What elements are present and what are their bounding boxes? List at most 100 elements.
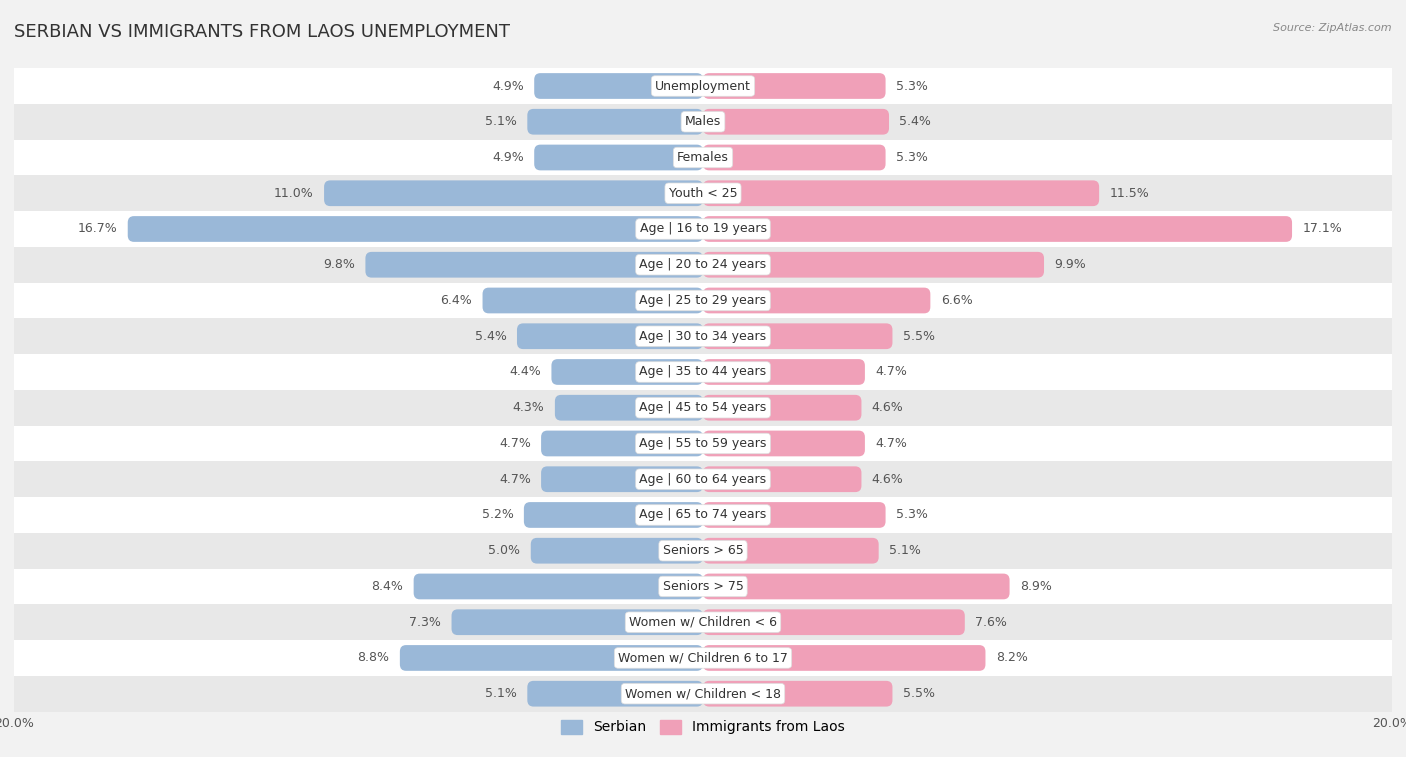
FancyBboxPatch shape [366, 252, 703, 278]
Text: 9.8%: 9.8% [323, 258, 356, 271]
FancyBboxPatch shape [482, 288, 703, 313]
Bar [14, 461, 1392, 497]
Text: 4.4%: 4.4% [509, 366, 541, 378]
FancyBboxPatch shape [703, 574, 1010, 600]
Text: Age | 60 to 64 years: Age | 60 to 64 years [640, 472, 766, 486]
Text: Age | 30 to 34 years: Age | 30 to 34 years [640, 330, 766, 343]
FancyBboxPatch shape [703, 180, 1099, 206]
FancyBboxPatch shape [534, 145, 703, 170]
Bar [14, 497, 1392, 533]
FancyBboxPatch shape [703, 681, 893, 706]
FancyBboxPatch shape [703, 359, 865, 385]
Text: 4.3%: 4.3% [513, 401, 544, 414]
Text: 11.5%: 11.5% [1109, 187, 1149, 200]
Text: 7.3%: 7.3% [409, 615, 441, 629]
Text: Age | 55 to 59 years: Age | 55 to 59 years [640, 437, 766, 450]
Text: Women w/ Children < 18: Women w/ Children < 18 [626, 687, 780, 700]
Text: Women w/ Children < 6: Women w/ Children < 6 [628, 615, 778, 629]
Bar [14, 390, 1392, 425]
FancyBboxPatch shape [703, 109, 889, 135]
Bar [14, 139, 1392, 176]
Text: 8.9%: 8.9% [1019, 580, 1052, 593]
FancyBboxPatch shape [703, 431, 865, 456]
FancyBboxPatch shape [703, 323, 893, 349]
Text: Age | 16 to 19 years: Age | 16 to 19 years [640, 223, 766, 235]
FancyBboxPatch shape [703, 288, 931, 313]
Text: 8.8%: 8.8% [357, 652, 389, 665]
Text: 4.6%: 4.6% [872, 401, 904, 414]
FancyBboxPatch shape [703, 217, 1292, 242]
Text: 5.4%: 5.4% [475, 330, 506, 343]
Text: 4.7%: 4.7% [499, 437, 531, 450]
Bar [14, 354, 1392, 390]
Text: Males: Males [685, 115, 721, 128]
Text: Youth < 25: Youth < 25 [669, 187, 737, 200]
FancyBboxPatch shape [517, 323, 703, 349]
Text: Age | 25 to 29 years: Age | 25 to 29 years [640, 294, 766, 307]
Bar [14, 247, 1392, 282]
FancyBboxPatch shape [541, 466, 703, 492]
Bar [14, 604, 1392, 640]
Bar [14, 640, 1392, 676]
Bar [14, 425, 1392, 461]
Text: 11.0%: 11.0% [274, 187, 314, 200]
Text: 5.4%: 5.4% [900, 115, 931, 128]
Bar [14, 68, 1392, 104]
Text: Unemployment: Unemployment [655, 79, 751, 92]
Text: 5.3%: 5.3% [896, 509, 928, 522]
FancyBboxPatch shape [703, 502, 886, 528]
Bar [14, 104, 1392, 139]
FancyBboxPatch shape [399, 645, 703, 671]
Text: 8.2%: 8.2% [995, 652, 1028, 665]
Bar [14, 569, 1392, 604]
Text: 5.1%: 5.1% [485, 687, 517, 700]
Bar [14, 319, 1392, 354]
Text: 17.1%: 17.1% [1302, 223, 1343, 235]
Text: 5.5%: 5.5% [903, 330, 935, 343]
FancyBboxPatch shape [534, 73, 703, 99]
FancyBboxPatch shape [703, 145, 886, 170]
Text: 16.7%: 16.7% [77, 223, 117, 235]
FancyBboxPatch shape [703, 395, 862, 421]
FancyBboxPatch shape [703, 538, 879, 563]
Text: Age | 35 to 44 years: Age | 35 to 44 years [640, 366, 766, 378]
Text: Age | 20 to 24 years: Age | 20 to 24 years [640, 258, 766, 271]
FancyBboxPatch shape [703, 609, 965, 635]
Text: Females: Females [678, 151, 728, 164]
FancyBboxPatch shape [527, 109, 703, 135]
Text: Seniors > 65: Seniors > 65 [662, 544, 744, 557]
Text: SERBIAN VS IMMIGRANTS FROM LAOS UNEMPLOYMENT: SERBIAN VS IMMIGRANTS FROM LAOS UNEMPLOY… [14, 23, 510, 41]
Legend: Serbian, Immigrants from Laos: Serbian, Immigrants from Laos [555, 714, 851, 740]
Text: 6.4%: 6.4% [440, 294, 472, 307]
Text: 5.0%: 5.0% [488, 544, 520, 557]
Text: 4.7%: 4.7% [499, 472, 531, 486]
Text: 5.5%: 5.5% [903, 687, 935, 700]
FancyBboxPatch shape [413, 574, 703, 600]
FancyBboxPatch shape [551, 359, 703, 385]
FancyBboxPatch shape [555, 395, 703, 421]
Text: Seniors > 75: Seniors > 75 [662, 580, 744, 593]
FancyBboxPatch shape [541, 431, 703, 456]
FancyBboxPatch shape [703, 252, 1045, 278]
FancyBboxPatch shape [703, 466, 862, 492]
Text: Women w/ Children 6 to 17: Women w/ Children 6 to 17 [619, 652, 787, 665]
Text: 8.4%: 8.4% [371, 580, 404, 593]
Bar [14, 533, 1392, 569]
FancyBboxPatch shape [703, 73, 886, 99]
FancyBboxPatch shape [703, 645, 986, 671]
FancyBboxPatch shape [323, 180, 703, 206]
Text: 4.9%: 4.9% [492, 151, 524, 164]
Text: 4.9%: 4.9% [492, 79, 524, 92]
FancyBboxPatch shape [128, 217, 703, 242]
FancyBboxPatch shape [527, 681, 703, 706]
Text: 4.7%: 4.7% [875, 366, 907, 378]
Bar [14, 211, 1392, 247]
FancyBboxPatch shape [531, 538, 703, 563]
Bar [14, 676, 1392, 712]
Text: 9.9%: 9.9% [1054, 258, 1085, 271]
Bar [14, 282, 1392, 319]
Text: Age | 65 to 74 years: Age | 65 to 74 years [640, 509, 766, 522]
Text: 4.6%: 4.6% [872, 472, 904, 486]
Text: Source: ZipAtlas.com: Source: ZipAtlas.com [1274, 23, 1392, 33]
Text: 5.3%: 5.3% [896, 79, 928, 92]
